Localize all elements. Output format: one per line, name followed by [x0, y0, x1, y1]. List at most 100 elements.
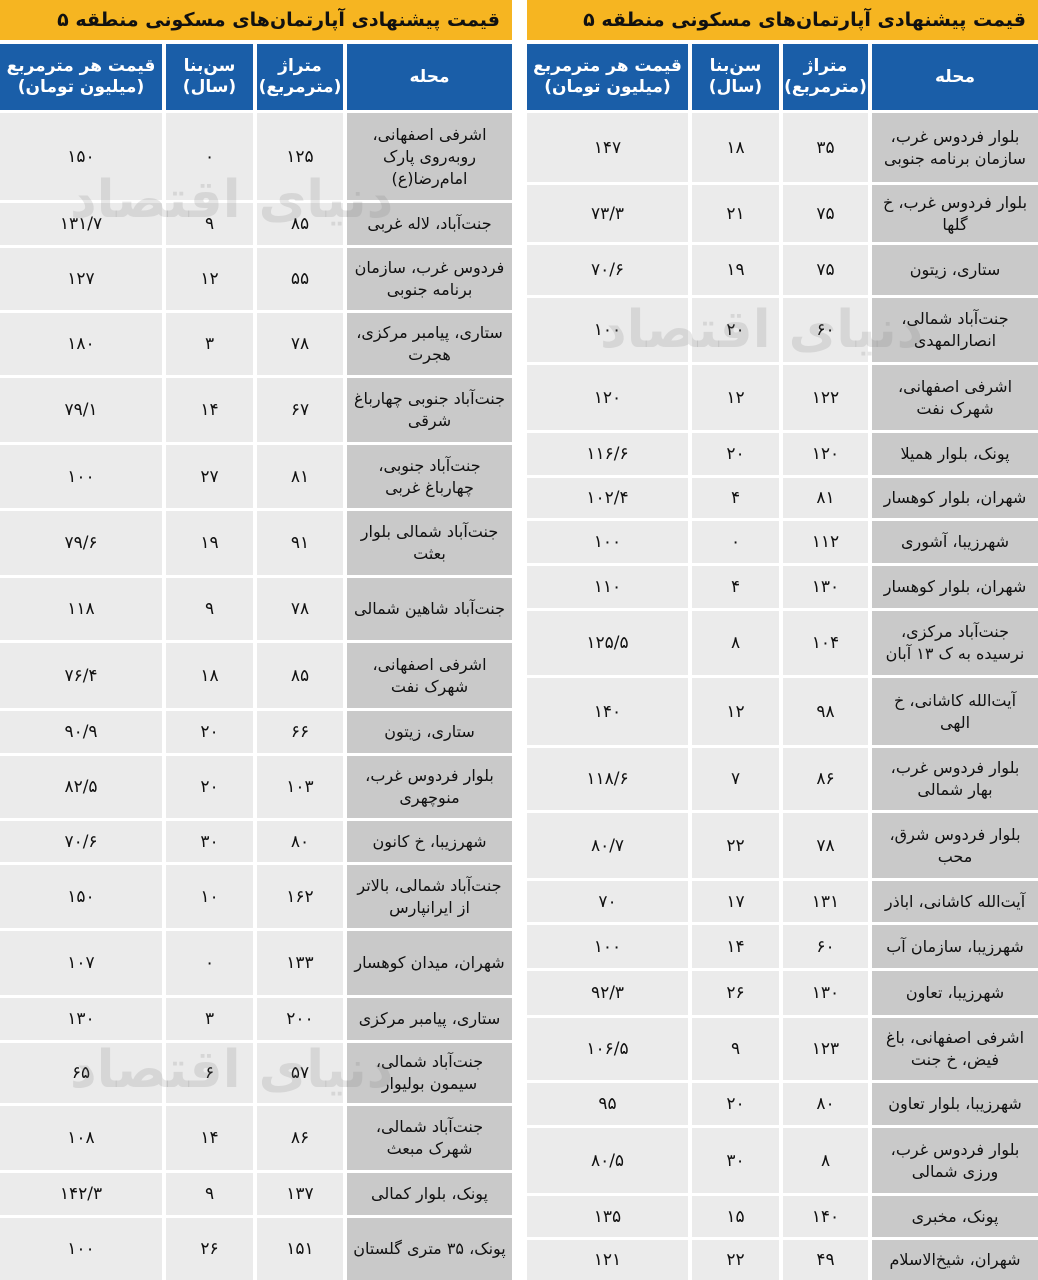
cell-price: ۱۰۰ — [527, 298, 688, 362]
table-title: قیمت پیشنهادی آپارتمان‌های مسکونی منطقه … — [527, 0, 1038, 71]
cell-price: ۷۹/۱ — [0, 378, 162, 442]
cell-neighborhood: شهران، شیخ‌الاسلام — [872, 1240, 1038, 1280]
cell-age: ۲۰ — [166, 711, 253, 753]
cell-neighborhood: پونک، مخبری — [872, 1196, 1038, 1237]
cell-price: ۱۰۶/۵ — [527, 1018, 688, 1080]
cell-age: ۱۸ — [166, 643, 253, 708]
table-row: جنت‌آباد شاهین شمالی ۷۸ ۹ ۱۱۸ — [0, 578, 512, 640]
cell-area: ۱۴۰ — [783, 1196, 868, 1237]
cell-area: ۶۰ — [783, 298, 868, 362]
cell-age: ۲۰ — [166, 756, 253, 818]
cell-age: ۰ — [692, 521, 779, 563]
cell-price: ۱۰۲/۴ — [527, 478, 688, 518]
cell-price: ۱۴۰ — [527, 678, 688, 745]
table-header: محله متراژ (مترمربع) سن‌بنا (سال) قیمت هر م… — [0, 44, 512, 110]
cell-age: ۹ — [166, 578, 253, 640]
cell-age: ۲۲ — [692, 1240, 779, 1280]
table-row: بلوار فردوس غرب، بهار شمالی ۸۶ ۷ ۱۱۸/۶ — [527, 748, 1038, 810]
cell-price: ۹۵ — [527, 1083, 688, 1125]
cell-age: ۹ — [166, 203, 253, 245]
cell-area: ۱۶۲ — [257, 865, 343, 928]
table-row: آیت‌الله کاشانی، خ الهی ۹۸ ۱۲ ۱۴۰ — [527, 678, 1038, 745]
cell-neighborhood: جنت‌آباد شمالی، انصارالمهدی — [872, 298, 1038, 362]
cell-area: ۶۰ — [783, 925, 868, 968]
cell-age: ۱۹ — [166, 511, 253, 575]
cell-area: ۹۸ — [783, 678, 868, 745]
table-row: جنت‌آباد شمالی بلوار بعثت ۹۱ ۱۹ ۷۹/۶ — [0, 511, 512, 575]
cell-neighborhood: جنت‌آباد جنوبی چهارباغ شرقی — [347, 378, 512, 442]
cell-area: ۷۸ — [783, 813, 868, 878]
table-row: ستاری، زیتون ۶۶ ۲۰ ۹۰/۹ — [0, 711, 512, 753]
table-row: شهران، میدان کوهسار ۱۳۳ ۰ ۱۰۷ — [0, 931, 512, 995]
cell-neighborhood: شهرزیبا، بلوار تعاون — [872, 1083, 1038, 1125]
cell-age: ۷ — [692, 748, 779, 810]
cell-age: ۰ — [166, 113, 253, 200]
cell-neighborhood: جنت‌آباد شمالی، بالاتر از ایرانپارس — [347, 865, 512, 928]
table-row: پونک، بلوار همیلا ۱۲۰ ۲۰ ۱۱۶/۶ — [527, 433, 1038, 475]
table-row: اشرفی اصفهانی، شهرک نفت ۸۵ ۱۸ ۷۶/۴ — [0, 643, 512, 708]
cell-price: ۸۲/۵ — [0, 756, 162, 818]
cell-neighborhood: ستاری، پیامبر مرکزی، هجرت — [347, 313, 512, 375]
table-row: پونک، ۳۵ متری گلستان ۱۵۱ ۲۶ ۱۰۰ — [0, 1218, 512, 1280]
cell-price: ۱۳۵ — [527, 1196, 688, 1237]
cell-age: ۱۹ — [692, 245, 779, 295]
cell-price: ۸۰/۷ — [527, 813, 688, 878]
table-row: شهرزیبا، آشوری ۱۱۲ ۰ ۱۰۰ — [527, 521, 1038, 563]
cell-area: ۸۰ — [783, 1083, 868, 1125]
cell-age: ۱۴ — [166, 1106, 253, 1170]
cell-neighborhood: شهرزیبا، خ کانون — [347, 821, 512, 862]
cell-area: ۱۲۳ — [783, 1018, 868, 1080]
table-row: ستاری، پیامبر مرکزی، هجرت ۷۸ ۳ ۱۸۰ — [0, 313, 512, 375]
cell-age: ۲۱ — [692, 185, 779, 242]
cell-area: ۷۸ — [257, 578, 343, 640]
cell-price: ۱۵۰ — [0, 865, 162, 928]
table-row: شهران، بلوار کوهسار ۱۳۰ ۴ ۱۱۰ — [527, 566, 1038, 608]
cell-neighborhood: بلوار فردوس غرب، بهار شمالی — [872, 748, 1038, 810]
cell-neighborhood: آیت‌الله کاشانی، اباذر — [872, 881, 1038, 922]
table-row: شهران، بلوار کوهسار ۸۱ ۴ ۱۰۲/۴ — [527, 478, 1038, 518]
cell-area: ۳۵ — [783, 113, 868, 182]
cell-area: ۹۱ — [257, 511, 343, 575]
table-row: جنت‌آباد مرکزی، نرسیده به ک ۱۳ آبان ۱۰۴ ۸ ۱… — [527, 611, 1038, 675]
cell-area: ۸۱ — [783, 478, 868, 518]
cell-price: ۱۲۱ — [527, 1240, 688, 1280]
cell-neighborhood: فردوس غرب، سازمان برنامه جنوبی — [347, 248, 512, 310]
cell-price: ۷۰/۶ — [0, 821, 162, 862]
cell-age: ۲۰ — [692, 433, 779, 475]
cell-neighborhood: شهرزیبا، آشوری — [872, 521, 1038, 563]
cell-neighborhood: بلوار فردوس غرب، خ گلها — [872, 185, 1038, 242]
header-age: سن‌بنا (سال) — [692, 44, 779, 110]
table-row: شهرزیبا، سازمان آب ۶۰ ۱۴ ۱۰۰ — [527, 925, 1038, 968]
cell-area: ۱۵۱ — [257, 1218, 343, 1280]
cell-neighborhood: جنت‌آباد مرکزی، نرسیده به ک ۱۳ آبان — [872, 611, 1038, 675]
cell-neighborhood: شهرزیبا، تعاون — [872, 971, 1038, 1015]
cell-age: ۹ — [692, 1018, 779, 1080]
table-row: بلوار فردوس غرب، ورزی شمالی ۸ ۳۰ ۸۰/۵ — [527, 1128, 1038, 1193]
table-row: شهرزیبا، خ کانون ۸۰ ۳۰ ۷۰/۶ — [0, 821, 512, 862]
cell-price: ۷۰/۶ — [527, 245, 688, 295]
cell-area: ۸۰ — [257, 821, 343, 862]
table-row: شهرزیبا، تعاون ۱۳۰ ۲۶ ۹۲/۳ — [527, 971, 1038, 1015]
cell-area: ۷۵ — [783, 185, 868, 242]
cell-age: ۸ — [692, 611, 779, 675]
cell-age: ۱۰ — [166, 865, 253, 928]
cell-price: ۷۶/۴ — [0, 643, 162, 708]
cell-area: ۴۹ — [783, 1240, 868, 1280]
cell-neighborhood: اشرفی اصفهانی، شهرک نفت — [347, 643, 512, 708]
cell-area: ۱۳۱ — [783, 881, 868, 922]
table-title: قیمت پیشنهادی آپارتمان‌های مسکونی منطقه … — [0, 0, 512, 71]
cell-price: ۱۱۶/۶ — [527, 433, 688, 475]
table-row: جنت‌آباد شمالی، انصارالمهدی ۶۰ ۲۰ ۱۰۰ — [527, 298, 1038, 362]
table-row: پونک، مخبری ۱۴۰ ۱۵ ۱۳۵ — [527, 1196, 1038, 1237]
cell-neighborhood: پونک، بلوار کمالی — [347, 1173, 512, 1215]
header-neighborhood: محله — [872, 44, 1038, 110]
cell-price: ۱۰۷ — [0, 931, 162, 995]
cell-neighborhood: شهران، بلوار کوهسار — [872, 566, 1038, 608]
cell-price: ۱۴۷ — [527, 113, 688, 182]
cell-price: ۱۲۵/۵ — [527, 611, 688, 675]
cell-price: ۱۰۸ — [0, 1106, 162, 1170]
header-area: متراژ (مترمربع) — [257, 44, 343, 110]
cell-price: ۶۵ — [0, 1043, 162, 1103]
cell-neighborhood: شهران، بلوار کوهسار — [872, 478, 1038, 518]
cell-age: ۱۴ — [166, 378, 253, 442]
